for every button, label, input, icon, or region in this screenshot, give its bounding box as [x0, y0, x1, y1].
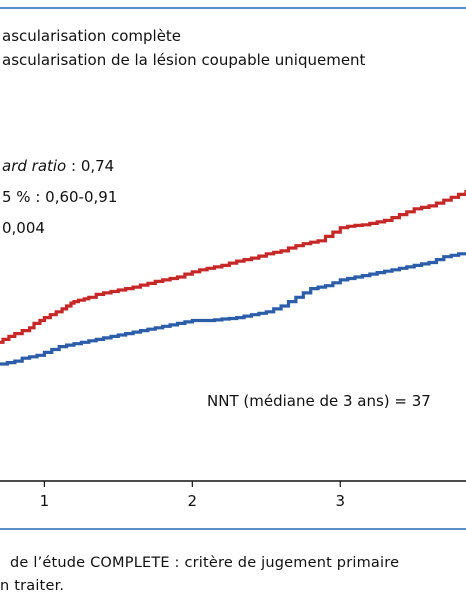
x-tick-label: 1: [40, 492, 50, 510]
x-tick-label: 3: [335, 492, 345, 510]
legend-culprit-label: ascularisation de la lésion coupable uni…: [2, 51, 366, 69]
nnt-annotation: NNT (médiane de 3 ans) = 37: [207, 392, 431, 410]
caption-line-2: n traiter.: [0, 578, 65, 594]
caption-line-1: de l’étude COMPLETE : critère de jugemen…: [10, 555, 400, 571]
hazard-ratio-text: ard ratio : 0,74: [2, 157, 114, 175]
complete-revasc-curve: [0, 252, 466, 366]
legend-complete-label: ascularisation complète: [2, 27, 181, 45]
culprit-lesion-curve: [0, 190, 466, 344]
x-tick-label: 2: [188, 492, 198, 510]
x-ticks: 1 2 3: [40, 481, 345, 510]
hr-value: : 0,74: [66, 157, 114, 175]
ci-text: 5 % : 0,60-0,91: [2, 188, 117, 206]
series-layer: [0, 190, 466, 366]
plot-frame: [0, 7, 466, 530]
p-value-text: 0,004: [2, 219, 45, 237]
hr-italic: ard ratio: [2, 157, 66, 175]
